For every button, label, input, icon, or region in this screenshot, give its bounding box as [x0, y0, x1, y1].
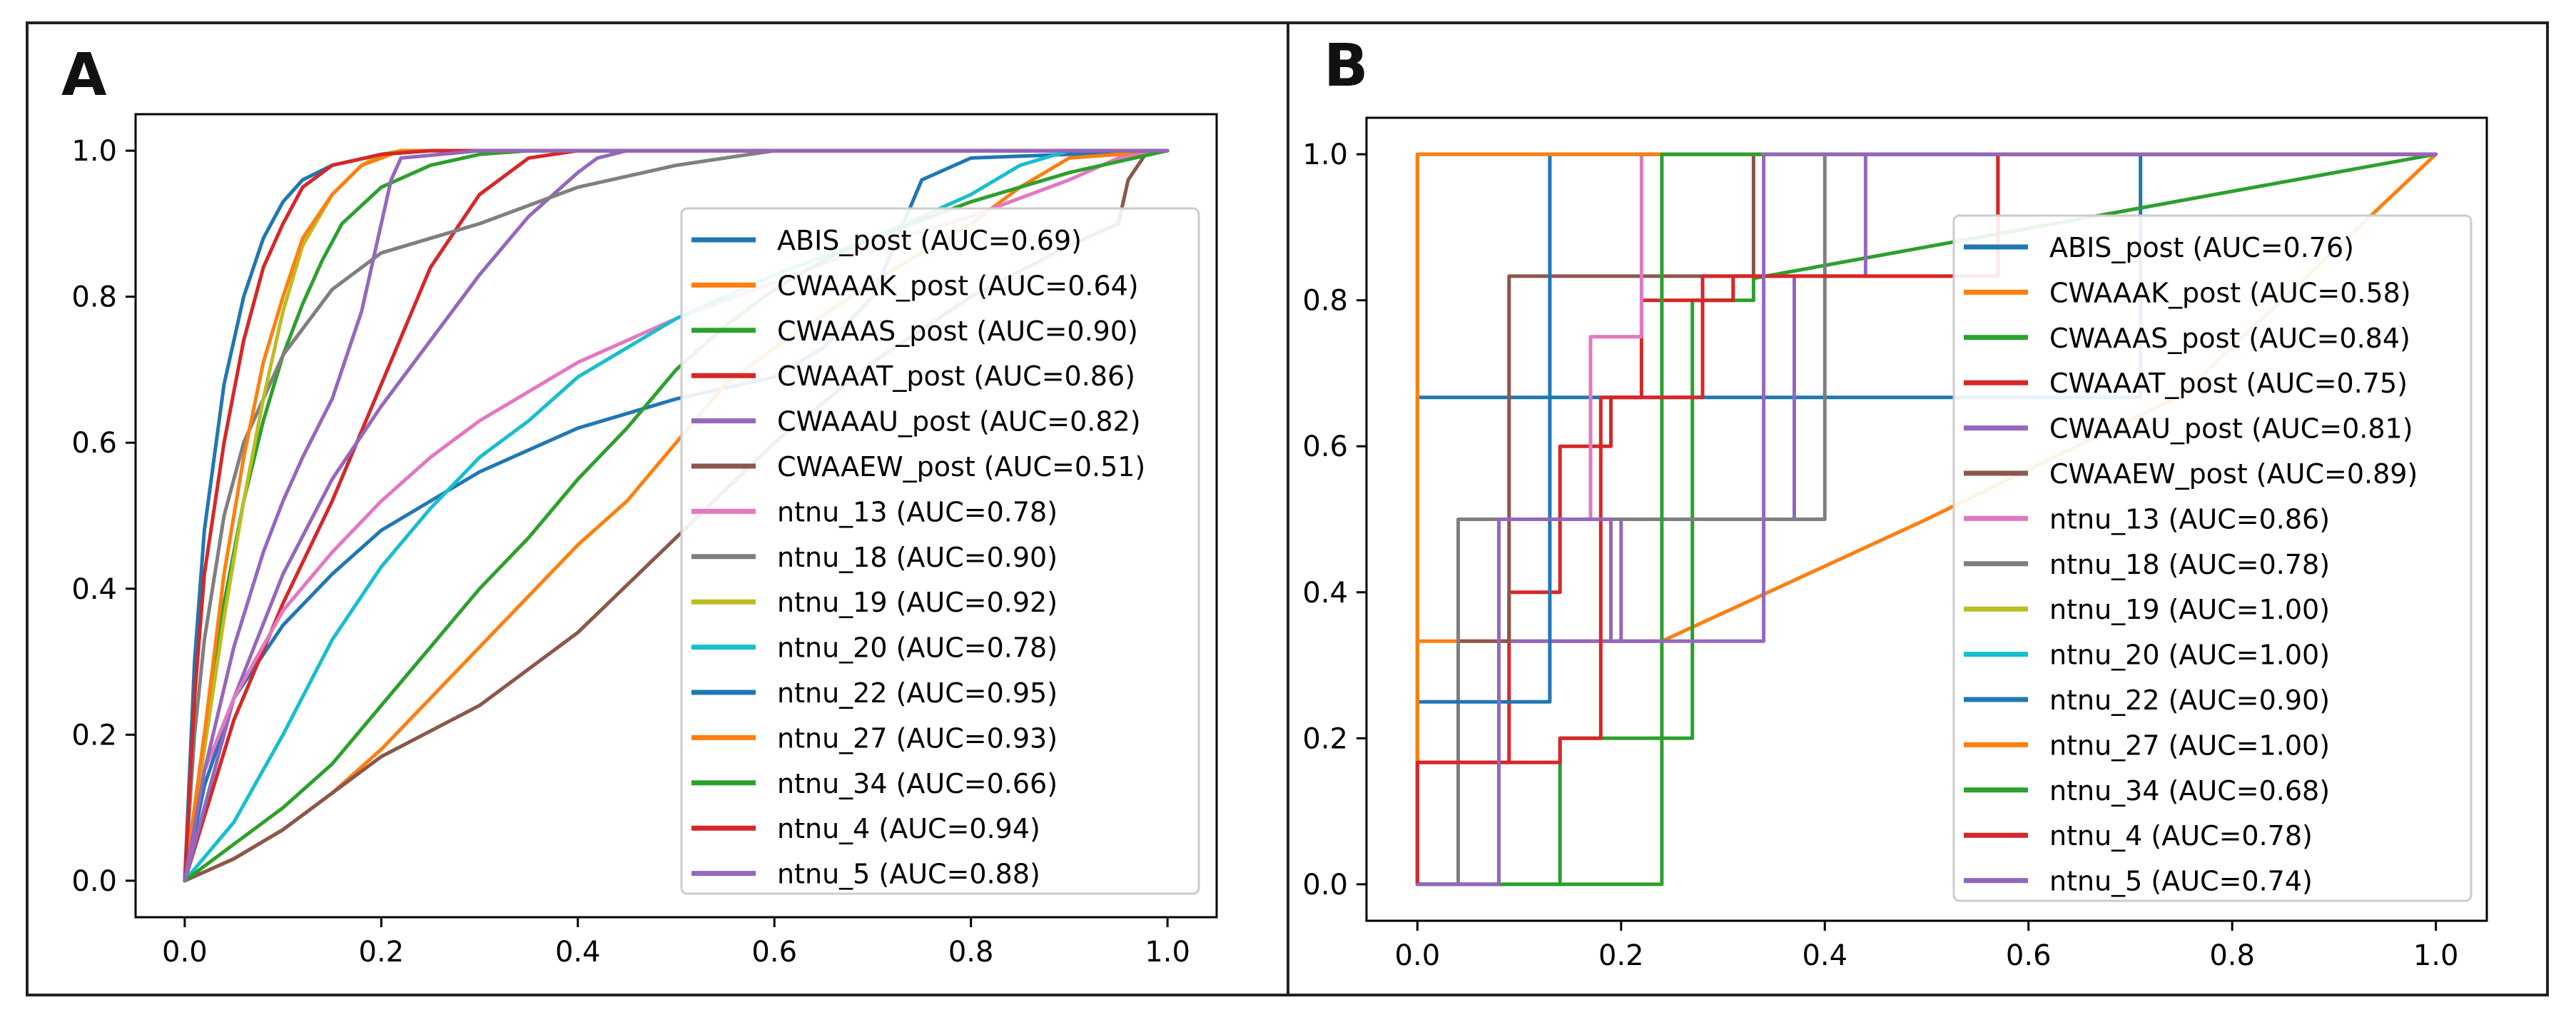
panel-a-series-line-9	[183, 148, 1170, 883]
panel-a-legend-label-6: ntnu_13 (AUC=0.78)	[777, 496, 1058, 527]
panel-b-y-tick-label-3: 0.6	[1302, 430, 1348, 463]
panel-a-series-line-14	[183, 148, 1170, 883]
panel-a-legend: ABIS_post (AUC=0.69) CWAAAK_post (AUC=0.6…	[680, 207, 1200, 895]
panel-b-label: B	[1324, 32, 1369, 100]
panel-a-legend-label-10: ntnu_22 (AUC=0.95)	[777, 677, 1058, 709]
panel-b-legend: ABIS_post (AUC=0.76) CWAAAK_post (AUC=0.5…	[1952, 214, 2473, 902]
panel-a-legend-label-2: CWAAAS_post (AUC=0.90)	[777, 315, 1138, 347]
panel-a-series-layer	[183, 148, 1170, 883]
panel-a-x-tick-label-3: 0.6	[751, 936, 797, 969]
panel-a-legend-label-0: ABIS_post (AUC=0.69)	[777, 225, 1082, 256]
panel-b-legend-label-2: CWAAAS_post (AUC=0.84)	[2049, 323, 2410, 354]
panel-b-x-tick-label-5: 1.0	[2413, 939, 2459, 972]
panel-b-series-line-14	[1415, 152, 2438, 887]
panel-b-legend-label-3: CWAAAT_post (AUC=0.75)	[2049, 368, 2408, 399]
panel-b-legend-label-0: ABIS_post (AUC=0.76)	[2049, 232, 2354, 263]
panel-a-y-tick-label-5: 1.0	[71, 135, 117, 168]
panel-b-y-tick-label-0: 0.0	[1302, 869, 1348, 902]
panel-a-series-line-11	[183, 148, 1170, 883]
panel-b-legend-label-14: ntnu_5 (AUC=0.74)	[2049, 866, 2313, 897]
panel-b-legend-label-1: CWAAAK_post (AUC=0.58)	[2049, 277, 2411, 308]
panel-a-plot: 0.0 0.2 0.4 0.6 0.8 1.0 0.0 0.2 0.4 0.6 0.8 1.0 ABI…	[71, 113, 1218, 969]
panel-a-series-line-13	[183, 148, 1170, 883]
panel-b-plot: 0.0 0.2 0.4 0.6 0.8 1.0 0.0 0.2 0.4 0.6 0.8 1.0 ABI…	[1302, 116, 2488, 972]
panel-a-series-line-4	[183, 148, 1170, 883]
panel-a-x-tick-label-1: 0.2	[359, 936, 405, 969]
panel-a: A 0.0 0.2 0.4 0.6 0.8 1.0 0.0 0.2 0.4 0.6 0.8 1.0 A…	[61, 41, 1218, 969]
panel-a-y-tick-label-3: 0.6	[71, 427, 117, 460]
panel-b-x-tick-label-2: 0.4	[1802, 939, 1847, 972]
panel-a-legend-label-12: ntnu_34 (AUC=0.66)	[777, 768, 1058, 799]
panel-b-legend-label-11: ntnu_27 (AUC=1.00)	[2049, 729, 2330, 761]
panel-a-legend-label-14: ntnu_5 (AUC=0.88)	[777, 859, 1040, 890]
panel-a-legend-label-5: CWAAEW_post (AUC=0.51)	[777, 451, 1145, 483]
panel-a-legend-label-4: CWAAAU_post (AUC=0.82)	[777, 406, 1141, 438]
panel-a-series-line-7	[183, 148, 1170, 883]
panel-a-legend-label-11: ntnu_27 (AUC=0.93)	[777, 722, 1058, 754]
panel-b-x-tick-label-1: 0.2	[1598, 939, 1644, 972]
panel-a-legend-label-7: ntnu_18 (AUC=0.90)	[777, 542, 1058, 573]
panel-a-legend-label-1: CWAAAK_post (AUC=0.64)	[777, 270, 1139, 301]
panel-b-legend-label-4: CWAAAU_post (AUC=0.81)	[2049, 413, 2413, 445]
panel-a-x-tick-label-5: 1.0	[1145, 936, 1190, 969]
panel-a-legend-box	[680, 207, 1200, 895]
panel-b-legend-box	[1952, 214, 2473, 902]
panel-a-label: A	[61, 41, 107, 109]
panel-a-y-tick-label-4: 0.8	[71, 281, 117, 314]
panel-b-legend-label-7: ntnu_18 (AUC=0.78)	[2049, 549, 2330, 580]
panel-b-legend-label-8: ntnu_19 (AUC=1.00)	[2049, 594, 2330, 625]
panel-a-series-line-6	[183, 148, 1170, 883]
panel-b-y-tick-label-2: 0.4	[1302, 577, 1348, 610]
panel-b-legend-label-6: ntnu_13 (AUC=0.86)	[2049, 503, 2330, 535]
panel-b-ticks: 0.0 0.2 0.4 0.6 0.8 1.0 0.0 0.2 0.4 0.6 0.8 1.0	[1302, 138, 2458, 972]
panel-b-y-tick-label-4: 0.8	[1302, 285, 1348, 318]
panel-a-y-tick-label-1: 0.2	[71, 719, 117, 752]
panel-b-x-tick-label-0: 0.0	[1395, 939, 1441, 972]
panel-b-y-tick-label-5: 1.0	[1302, 138, 1348, 171]
panel-a-legend-label-9: ntnu_20 (AUC=0.78)	[777, 632, 1058, 664]
panel-b-x-tick-label-3: 0.6	[2006, 939, 2052, 972]
panel-a-legend-label-3: CWAAAT_post (AUC=0.86)	[777, 360, 1135, 392]
panel-b-legend-label-5: CWAAEW_post (AUC=0.89)	[2049, 458, 2418, 490]
panel-a-y-tick-label-0: 0.0	[71, 865, 117, 898]
panel-b-legend-label-13: ntnu_4 (AUC=0.78)	[2049, 820, 2313, 852]
panel-b: B 0.0 0.2 0.4 0.6 0.8 1.0 0.0 0.2 0.4 0.6 0.8 1.0 A…	[1302, 32, 2488, 972]
panel-a-ticks: 0.0 0.2 0.4 0.6 0.8 1.0 0.0 0.2 0.4 0.6 0.8 1.0	[71, 135, 1190, 969]
panel-a-legend-label-13: ntnu_4 (AUC=0.94)	[777, 813, 1040, 844]
panel-b-legend-label-10: ntnu_22 (AUC=0.90)	[2049, 685, 2330, 716]
panel-a-legend-label-8: ntnu_19 (AUC=0.92)	[777, 587, 1058, 618]
panel-b-legend-label-12: ntnu_34 (AUC=0.68)	[2049, 775, 2330, 807]
panel-a-x-tick-label-4: 0.8	[948, 936, 994, 969]
panel-a-series-line-3	[183, 148, 1170, 883]
panel-b-x-tick-label-4: 0.8	[2209, 939, 2255, 972]
panel-b-y-tick-label-1: 0.2	[1302, 722, 1348, 755]
panel-a-x-tick-label-0: 0.0	[162, 936, 208, 969]
panel-a-x-tick-label-2: 0.4	[555, 936, 601, 969]
panel-a-y-tick-label-2: 0.4	[71, 573, 117, 606]
panel-b-legend-label-9: ntnu_20 (AUC=1.00)	[2049, 640, 2330, 671]
